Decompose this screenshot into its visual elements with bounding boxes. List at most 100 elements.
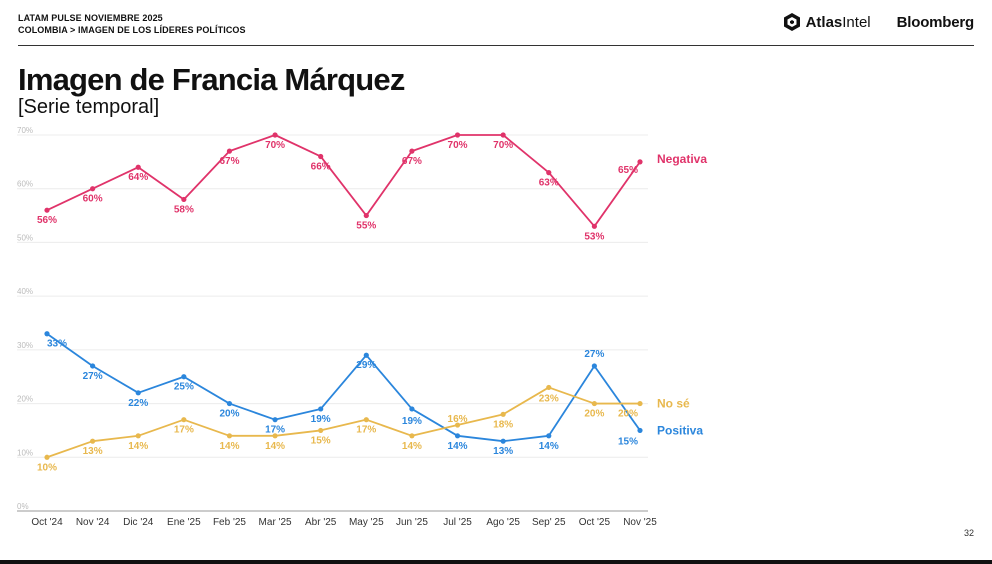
page-number: 32: [963, 528, 974, 538]
data-point: [272, 132, 278, 138]
data-label: 58%: [174, 204, 194, 215]
data-point: [181, 417, 187, 423]
data-label: 55%: [356, 221, 376, 232]
data-point: [409, 406, 415, 412]
atlas-light-text: Intel: [842, 13, 871, 31]
data-label: 70%: [493, 140, 513, 151]
data-point: [318, 406, 324, 412]
atlas-bold-text: Atlas: [805, 13, 843, 31]
y-tick-label: 0%: [17, 502, 29, 511]
data-label: 14%: [402, 441, 422, 452]
data-label: 14%: [219, 441, 239, 452]
data-point: [546, 384, 552, 391]
data-label: 33%: [47, 339, 67, 350]
data-point: [135, 390, 141, 396]
data-point: [135, 433, 141, 439]
data-label: 13%: [493, 446, 513, 457]
data-point: [226, 148, 233, 154]
breadcrumb: COLOMBIA > IMAGEN DE LOS LÍDERES POLÍTIC…: [18, 25, 246, 35]
data-point: [226, 433, 233, 439]
data-label: 13%: [83, 446, 103, 457]
header-divider: [18, 45, 974, 46]
data-label: 70%: [265, 140, 285, 151]
data-point: [90, 363, 96, 369]
x-tick-label: Mar '25: [259, 517, 292, 528]
data-label: 10%: [37, 462, 57, 473]
data-point: [44, 454, 50, 460]
data-label: 63%: [539, 178, 559, 189]
x-tick-label: Oct '24: [31, 517, 63, 528]
x-tick-label: Dic '24: [123, 517, 154, 528]
x-tick-label: Abr '25: [305, 517, 337, 528]
brand-logos: Atlas Intel Bloomberg: [782, 12, 974, 32]
data-point: [500, 411, 506, 417]
y-tick-label: 70%: [17, 126, 33, 135]
data-point: [181, 374, 187, 380]
data-point: [363, 212, 369, 219]
data-label: 20%: [584, 409, 604, 420]
data-point: [500, 132, 506, 138]
data-point: [591, 400, 597, 407]
y-tick-label: 30%: [17, 341, 33, 350]
data-point: [90, 438, 96, 444]
data-label: 23%: [539, 393, 559, 404]
page-title: Imagen de Francia Márquez: [18, 62, 405, 97]
x-tick-label: Nov '24: [76, 517, 110, 528]
data-label: 17%: [174, 425, 194, 436]
y-tick-label: 60%: [17, 180, 33, 189]
data-label: 16%: [448, 414, 468, 425]
x-tick-label: May '25: [349, 517, 384, 528]
data-label: 64%: [128, 172, 148, 183]
data-label: 14%: [128, 441, 148, 452]
data-label: 15%: [618, 436, 638, 447]
data-label: 70%: [448, 140, 468, 151]
data-label: 17%: [265, 425, 285, 436]
x-tick-label: Jul '25: [443, 517, 472, 528]
data-point: [546, 433, 552, 439]
data-point: [318, 153, 324, 160]
series-line: [46, 134, 641, 228]
data-point: [637, 400, 643, 407]
data-point: [272, 417, 278, 423]
data-label: 29%: [356, 360, 376, 371]
data-label: 20%: [618, 409, 638, 420]
x-tick-label: Oct '25: [579, 517, 611, 528]
data-point: [454, 132, 461, 138]
x-tick-label: Jun '25: [396, 517, 428, 528]
data-label: 14%: [448, 441, 468, 452]
data-label: 67%: [219, 156, 239, 167]
data-label: 19%: [402, 416, 422, 427]
data-point: [318, 427, 324, 434]
data-label: 14%: [539, 441, 559, 452]
data-point: [637, 159, 643, 165]
data-point: [591, 363, 597, 369]
data-point: [272, 433, 278, 439]
data-label: 17%: [356, 425, 376, 436]
data-label: 25%: [174, 382, 194, 393]
data-point: [546, 170, 552, 176]
x-tick-label: Sep' 25: [532, 517, 566, 528]
data-label: 60%: [83, 194, 103, 205]
data-point: [591, 223, 597, 229]
data-label: 14%: [265, 441, 285, 452]
data-label: 27%: [83, 371, 103, 382]
y-tick-label: 10%: [17, 448, 33, 457]
y-tick-label: 40%: [17, 287, 33, 296]
data-point: [90, 186, 96, 192]
data-point: [181, 196, 187, 203]
data-label: 67%: [402, 156, 422, 167]
data-point: [363, 417, 369, 423]
x-tick-label: Ene '25: [167, 517, 201, 528]
data-point: [226, 400, 233, 407]
data-label: 22%: [128, 398, 148, 409]
data-point: [363, 352, 369, 358]
data-label: 56%: [37, 215, 57, 226]
data-label: 19%: [311, 414, 331, 425]
x-tick-label: Nov '25: [623, 517, 657, 528]
data-point: [637, 427, 643, 434]
data-label: 66%: [311, 161, 331, 172]
data-point: [454, 433, 461, 439]
bloomberg-logo: Bloomberg: [896, 13, 975, 31]
data-label: 15%: [311, 435, 331, 446]
